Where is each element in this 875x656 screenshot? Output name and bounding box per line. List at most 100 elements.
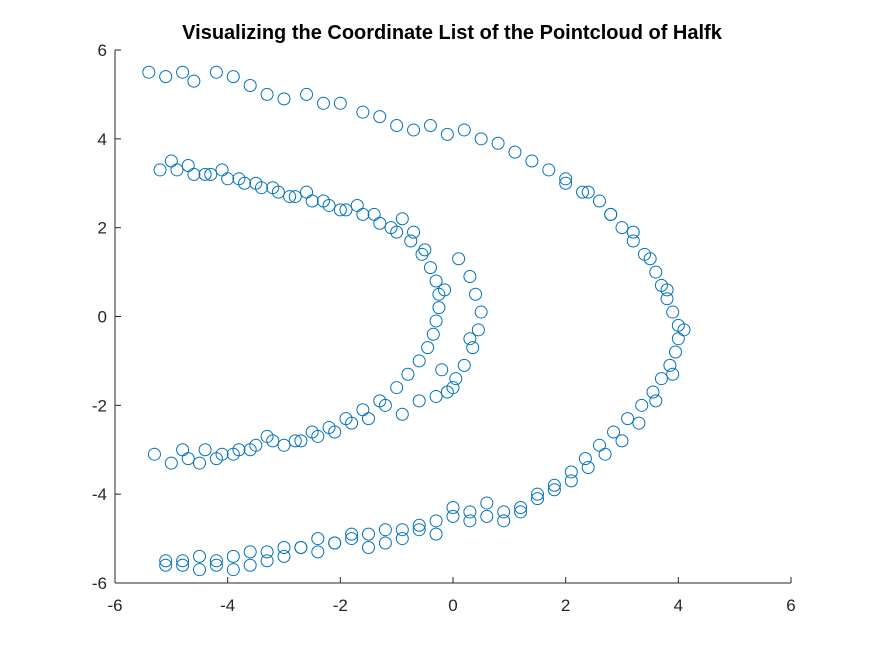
- data-point: [593, 195, 605, 207]
- x-tick-label: 0: [448, 596, 457, 615]
- data-point: [667, 368, 679, 380]
- data-point: [396, 408, 408, 420]
- data-point: [391, 120, 403, 132]
- data-point: [670, 346, 682, 358]
- y-tick-label: -4: [92, 485, 107, 504]
- data-point: [433, 302, 445, 314]
- data-point: [475, 133, 487, 145]
- data-point: [182, 453, 194, 465]
- data-point: [177, 66, 189, 78]
- data-point: [424, 120, 436, 132]
- data-points: [143, 66, 690, 575]
- chart-title: Visualizing the Coordinate List of the P…: [182, 22, 723, 44]
- data-point: [622, 413, 634, 425]
- data-point: [396, 213, 408, 225]
- data-point: [194, 550, 206, 562]
- y-tick-label: 0: [98, 308, 107, 327]
- data-point: [396, 533, 408, 545]
- data-point: [498, 515, 510, 527]
- y-tick-label: -2: [92, 396, 107, 415]
- data-point: [616, 222, 628, 234]
- data-point: [379, 537, 391, 549]
- y-tick-label: -6: [92, 574, 107, 593]
- data-point: [427, 328, 439, 340]
- data-point: [467, 342, 479, 354]
- data-point: [227, 71, 239, 83]
- data-point: [424, 262, 436, 274]
- y-tick-label: 4: [98, 130, 107, 149]
- data-point: [261, 88, 273, 100]
- data-point: [405, 235, 417, 247]
- data-point: [616, 435, 628, 447]
- data-point: [492, 137, 504, 149]
- data-point: [470, 288, 482, 300]
- data-point: [199, 444, 211, 456]
- data-point: [295, 541, 307, 553]
- data-point: [368, 208, 380, 220]
- data-point: [148, 448, 160, 460]
- data-point: [194, 564, 206, 576]
- data-point: [379, 524, 391, 536]
- y-tick-label: 6: [98, 41, 107, 60]
- data-point: [636, 399, 648, 411]
- data-point: [363, 413, 375, 425]
- data-point: [441, 128, 453, 140]
- data-point: [672, 333, 684, 345]
- data-point: [182, 159, 194, 171]
- x-tick-label: -6: [107, 596, 122, 615]
- data-point: [408, 124, 420, 136]
- data-point: [160, 71, 172, 83]
- data-point: [436, 364, 448, 376]
- y-tick-label: 2: [98, 219, 107, 238]
- data-point: [509, 146, 521, 158]
- data-point: [605, 208, 617, 220]
- data-point: [278, 93, 290, 105]
- data-point: [565, 475, 577, 487]
- data-point: [301, 88, 313, 100]
- data-point: [430, 528, 442, 540]
- data-point: [458, 359, 470, 371]
- data-point: [154, 164, 166, 176]
- data-point: [475, 306, 487, 318]
- data-point: [374, 217, 386, 229]
- x-tick-label: -4: [220, 596, 235, 615]
- data-point: [227, 564, 239, 576]
- data-point: [261, 555, 273, 567]
- data-point: [599, 448, 611, 460]
- data-point: [301, 186, 313, 198]
- data-point: [363, 541, 375, 553]
- data-point: [334, 97, 346, 109]
- data-point: [430, 515, 442, 527]
- data-point: [329, 537, 341, 549]
- data-point: [650, 395, 662, 407]
- data-point: [188, 75, 200, 87]
- data-point: [647, 386, 659, 398]
- data-point: [464, 271, 476, 283]
- data-point: [419, 244, 431, 256]
- data-point: [413, 355, 425, 367]
- data-point: [227, 550, 239, 562]
- data-point: [664, 359, 676, 371]
- data-point: [453, 253, 465, 265]
- data-point: [194, 457, 206, 469]
- data-point: [357, 106, 369, 118]
- data-point: [408, 226, 420, 238]
- x-tick-label: 4: [674, 596, 683, 615]
- data-point: [416, 248, 428, 260]
- data-point: [430, 315, 442, 327]
- data-point: [650, 266, 662, 278]
- data-point: [351, 199, 363, 211]
- data-point: [357, 404, 369, 416]
- data-point: [210, 66, 222, 78]
- data-point: [481, 497, 493, 509]
- data-point: [413, 395, 425, 407]
- data-point: [244, 546, 256, 558]
- data-point: [543, 164, 555, 176]
- data-point: [306, 195, 318, 207]
- data-point: [579, 453, 591, 465]
- data-point: [627, 226, 639, 238]
- data-point: [165, 155, 177, 167]
- data-point: [317, 97, 329, 109]
